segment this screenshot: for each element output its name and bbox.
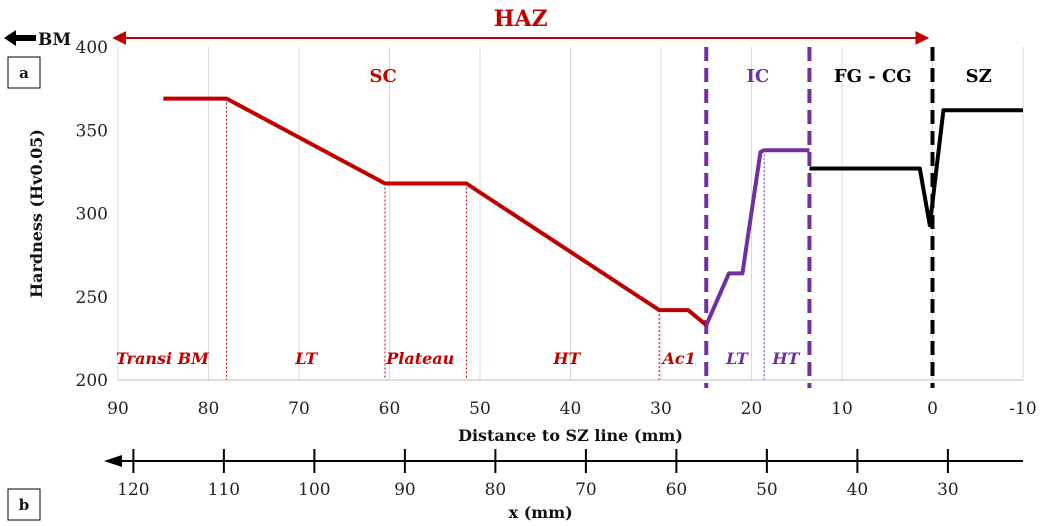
zone-label: Ac1 xyxy=(660,349,695,368)
panel-b-label: b xyxy=(19,496,30,514)
x-tick-label: 0 xyxy=(927,399,938,419)
x-tick-label: 30 xyxy=(650,399,672,419)
x-tick-label: -10 xyxy=(1009,399,1036,419)
region-label: SC xyxy=(370,66,397,87)
secondary-tick-label: 30 xyxy=(937,480,959,500)
zone-label: Plateau xyxy=(385,349,454,368)
x-tick-label: 50 xyxy=(469,399,491,419)
x-tick-label: 40 xyxy=(560,399,582,419)
series-line-red xyxy=(163,96,708,327)
x-tick-label: 70 xyxy=(288,399,310,419)
hardness-series xyxy=(163,96,1023,327)
primary-axes: 90 80 70 60 50 40 30 20 10 0 -10 200 250 300 350 400 Dis… xyxy=(27,38,1037,445)
haz-label: HAZ xyxy=(494,6,548,32)
secondary-tick-label: 60 xyxy=(666,480,688,500)
y-tick-label: 200 xyxy=(76,371,108,391)
y-tick-label: 350 xyxy=(76,121,108,141)
series-line-purple xyxy=(704,148,810,326)
bm-label: BM xyxy=(38,30,71,50)
secondary-axis-arrow-icon xyxy=(104,455,122,467)
region-label: FG - CG xyxy=(834,66,912,87)
y-axis-title: Hardness (Hv0.05) xyxy=(27,129,46,298)
x-tick-label: 20 xyxy=(741,399,763,419)
y-tick-label: 250 xyxy=(76,288,108,308)
secondary-axis-title: x (mm) xyxy=(509,503,573,522)
region-label: IC xyxy=(746,66,769,87)
secondary-tick-label: 70 xyxy=(575,480,597,500)
x-tick-label: 80 xyxy=(198,399,220,419)
secondary-tick-label: 80 xyxy=(485,480,507,500)
zone-label: HT xyxy=(552,349,581,368)
zone-label: HT xyxy=(771,349,800,368)
zone-label: LT xyxy=(294,349,318,368)
x-tick-label: 60 xyxy=(379,399,401,419)
panel-b-box xyxy=(7,488,41,521)
y-tick-label: 400 xyxy=(76,38,108,58)
series-line-black xyxy=(809,108,1023,228)
secondary-tick-label: 90 xyxy=(394,480,416,500)
x-tick-label: 10 xyxy=(831,399,853,419)
zone-label: Transi BM xyxy=(116,349,210,368)
secondary-tick-label: 100 xyxy=(298,480,330,500)
region-label: SZ xyxy=(966,66,992,87)
vertical-gridlines xyxy=(117,47,1024,380)
y-tick-label: 300 xyxy=(76,205,108,225)
panel-a-label: a xyxy=(19,64,29,82)
secondary-x-axis: 120 110 100 90 80 70 60 50 40 30 x (mm) xyxy=(104,449,1023,522)
panel-a-box xyxy=(7,56,41,89)
secondary-tick-label: 120 xyxy=(117,480,149,500)
secondary-tick-label: 50 xyxy=(756,480,778,500)
x-axis-title: Distance to SZ line (mm) xyxy=(458,426,683,445)
region-boundaries xyxy=(704,47,935,388)
bm-arrow-icon xyxy=(4,30,36,46)
secondary-tick-label: 40 xyxy=(847,480,869,500)
zone-label: LT xyxy=(725,349,749,368)
secondary-tick-label: 110 xyxy=(208,480,240,500)
x-tick-label: 90 xyxy=(107,399,129,419)
zone-guide-lines xyxy=(226,98,765,380)
annotation-labels: HAZ BM a b SC IC FG - CG SZ Transi BM LT Plateau HT… xyxy=(4,6,992,521)
